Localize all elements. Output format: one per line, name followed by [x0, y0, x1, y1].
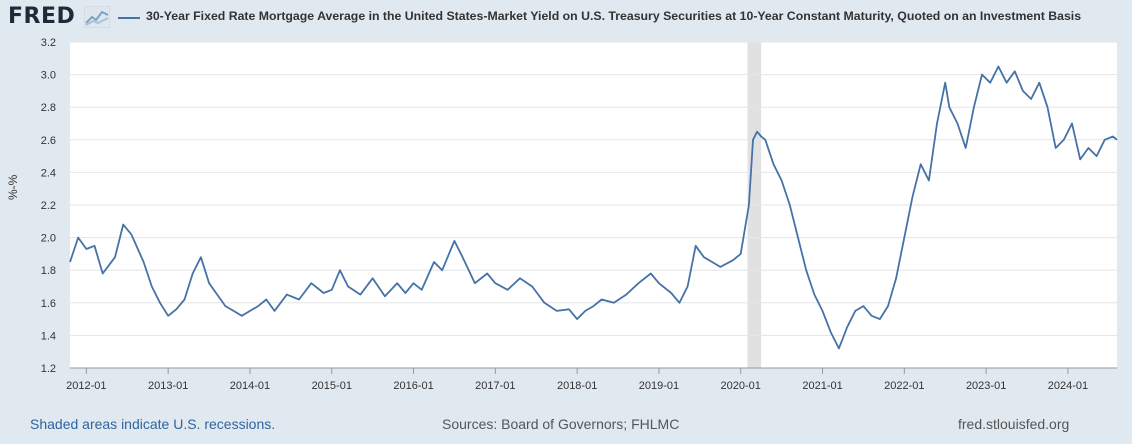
y-tick-label-8: 2.8	[41, 102, 56, 114]
sources-text: Sources: Board of Governors; FHLMC	[442, 416, 680, 432]
header: FRED 30-Year Fixed Rate Mortgage Average…	[0, 0, 1132, 34]
x-tick-label-9: 2021-01	[802, 380, 842, 392]
x-tick-label-0: 2012-01	[66, 380, 106, 392]
y-tick-label-7: 2.6	[41, 135, 56, 147]
y-tick-label-0: 1.2	[41, 363, 56, 375]
legend-line-swatch	[118, 17, 140, 19]
y-tick-label-1: 1.4	[41, 330, 56, 342]
fred-logo[interactable]: FRED	[8, 4, 76, 29]
y-tick-label-4: 2.0	[41, 233, 56, 245]
series-line-0	[69, 65, 1118, 350]
y-tick-label-6: 2.4	[41, 167, 56, 179]
fred-logo-graph-icon	[84, 6, 110, 28]
x-tick-label-10: 2022-01	[884, 380, 924, 392]
line-chart[interactable]: 1.2 1.4 1.6 1.8 2.0 2.2 2.4 2.6 2.8 3.0 3.2 2012-01…	[0, 34, 1132, 404]
x-tick-label-6: 2018-01	[557, 380, 597, 392]
y-tick-label-3: 1.8	[41, 265, 56, 277]
y-tick-label-2: 1.6	[41, 298, 56, 310]
x-tick-label-8: 2020-01	[721, 380, 761, 392]
x-tick-label-3: 2015-01	[312, 380, 352, 392]
chart-title: 30-Year Fixed Rate Mortgage Average in t…	[146, 9, 1082, 23]
x-tick-label-12: 2024-01	[1048, 380, 1088, 392]
y-tick-label-10: 3.2	[41, 37, 56, 49]
site-link[interactable]: fred.stlouisfed.org	[958, 416, 1070, 432]
x-tick-label-4: 2016-01	[393, 380, 433, 392]
y-tick-label-5: 2.2	[41, 200, 56, 212]
x-tick-label-2: 2014-01	[230, 380, 270, 392]
x-tick-label-11: 2023-01	[966, 380, 1006, 392]
x-tick-label-5: 2017-01	[475, 380, 515, 392]
y-tick-label-9: 3.0	[41, 70, 56, 82]
x-tick-label-7: 2019-01	[639, 380, 679, 392]
x-tick-label-1: 2013-01	[148, 380, 188, 392]
recession-note-link[interactable]: Shaded areas indicate U.S. recessions.	[30, 416, 276, 432]
